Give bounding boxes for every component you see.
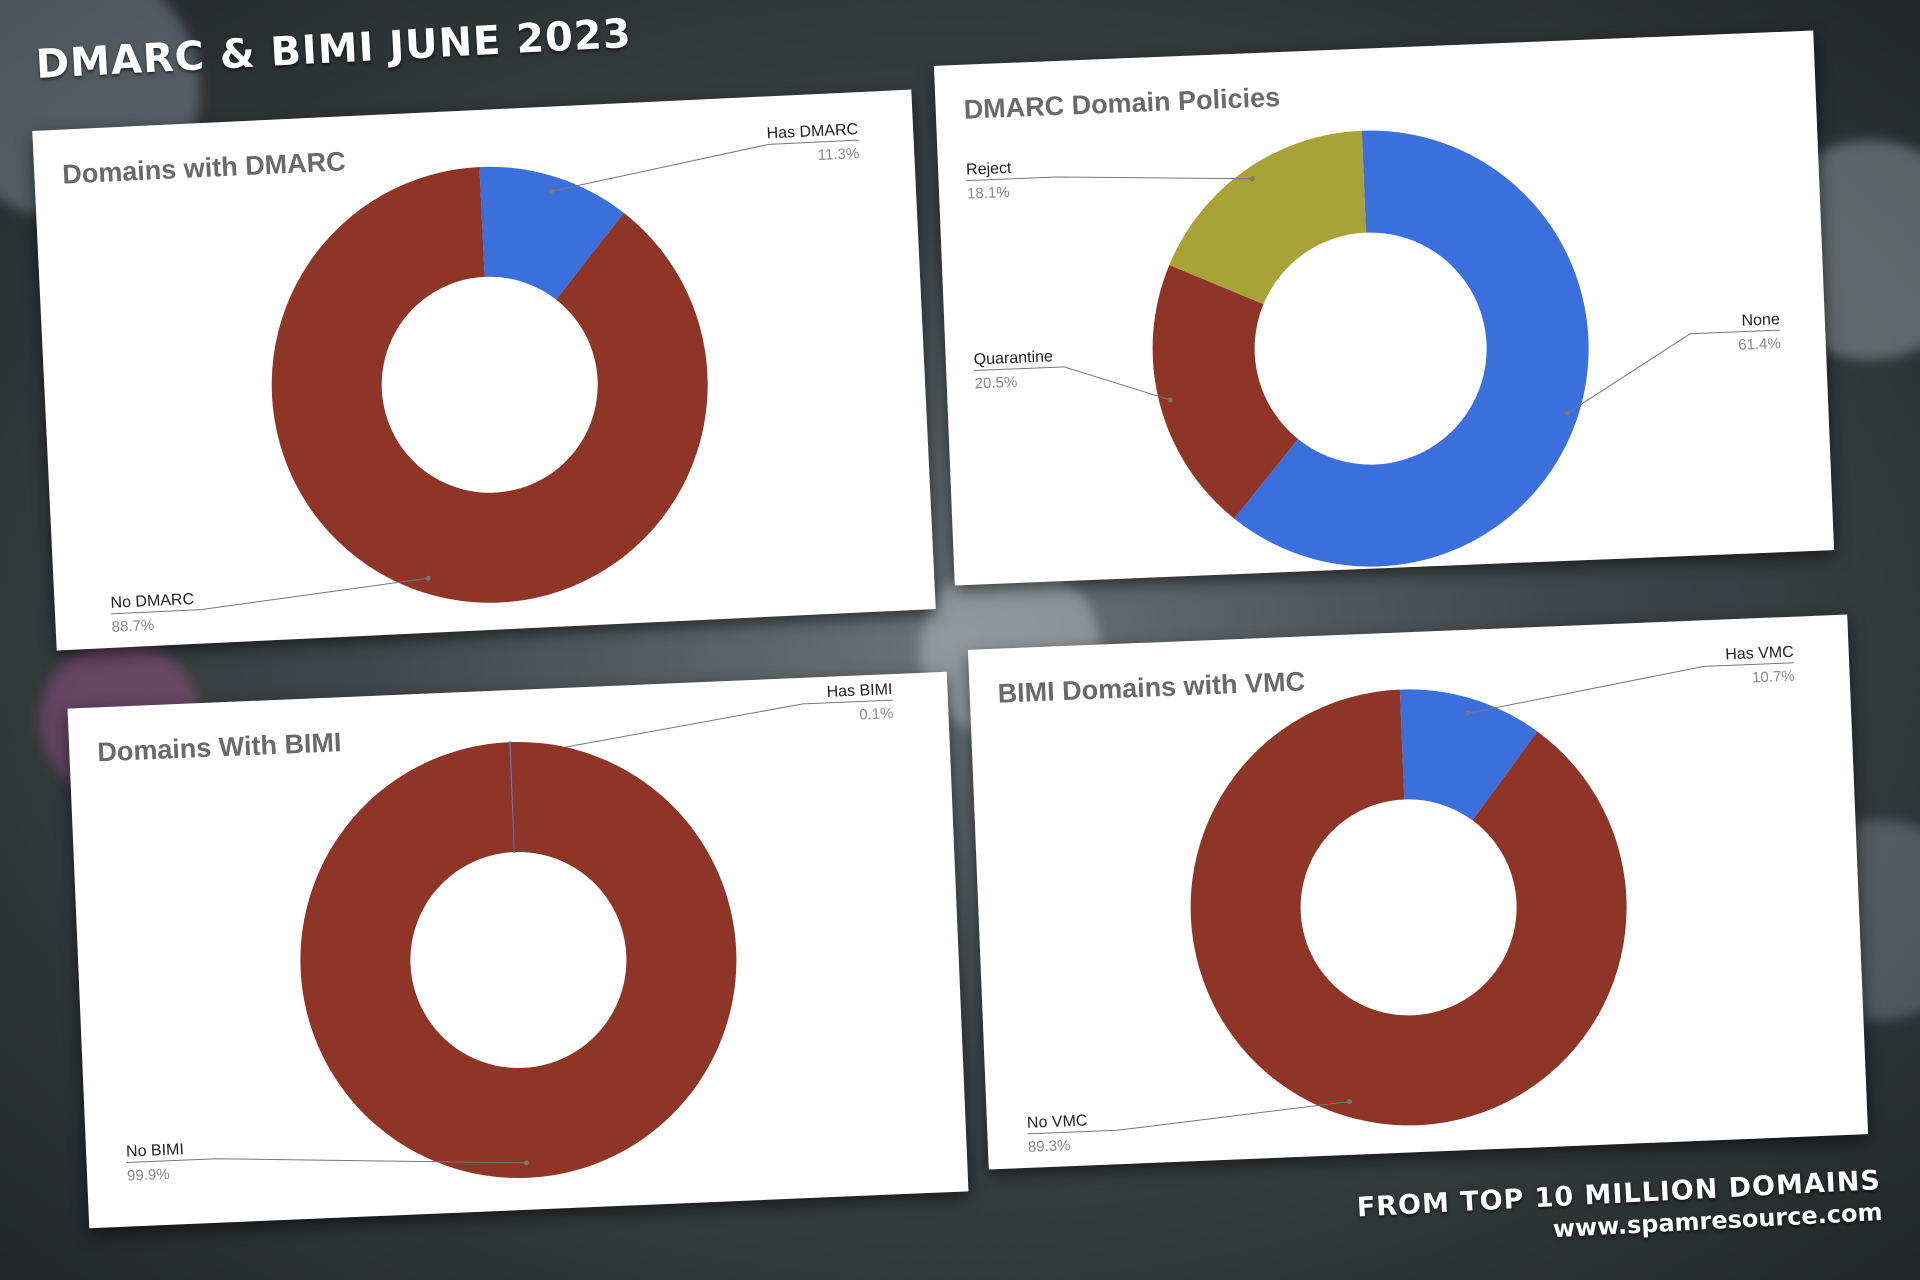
leader-dot-no-vmc (1346, 1099, 1352, 1105)
slice-has-vmc (1399, 689, 1538, 821)
leader-line-quarantine (974, 366, 1171, 401)
donut-chart-dmarc: Has DMARC 11.3% No DMARC 88.7% (110, 121, 859, 636)
slice-label-reject: Reject (966, 160, 1013, 179)
slice-percent-quarantine: 20.5% (974, 374, 1017, 393)
slice-percent-has-dmarc: 11.3% (817, 145, 859, 164)
leader-line-no-vmc (1027, 1101, 1350, 1135)
slice-no-vmc (1190, 689, 1627, 1126)
leader-line-none (1566, 329, 1781, 414)
slice-reject (1169, 130, 1366, 305)
leader-line-has-bimi (510, 699, 893, 758)
chart-card-vmc: BIMI Domains with VMC Has VMC 10.7% No VMC… (967, 614, 1869, 1170)
slice-label-has-bimi: Has BIMI (826, 681, 892, 701)
leader-dot-no-bimi (523, 1160, 529, 1166)
slice-label-no-dmarc: No DMARC (110, 591, 194, 612)
slice-percent-none: 61.4% (1738, 335, 1781, 354)
leader-dot-none (1564, 410, 1570, 416)
slice-label-no-bimi: No BIMI (126, 1141, 184, 1160)
donut-chart-policies: None 61.4% Quarantine 20.5% Reject 18.1% (966, 130, 1781, 567)
slice-label-has-vmc: Has VMC (1725, 644, 1794, 664)
slice-percent-has-vmc: 10.7% (1752, 668, 1795, 687)
donut-chart-bimi: Has BIMI 0.1% No BIMI 99.9% (126, 681, 894, 1185)
slice-label-none: None (1741, 311, 1780, 330)
leader-dot-no-dmarc (425, 575, 431, 581)
footer: FROM TOP 10 MILLION DOMAINS www.spamreso… (1357, 1165, 1884, 1253)
slice-percent-no-vmc: 89.3% (1028, 1137, 1071, 1156)
leader-line-has-vmc (1467, 662, 1795, 714)
slice-percent-no-bimi: 99.9% (127, 1166, 170, 1185)
leader-line-has-dmarc (551, 139, 859, 192)
slice-none (1234, 130, 1589, 567)
slice-no-dmarc (271, 166, 708, 603)
leader-dot-has-dmarc (548, 188, 554, 194)
slice-percent-no-dmarc: 88.7% (111, 617, 154, 636)
slice-percent-reject: 18.1% (967, 184, 1010, 203)
slice-label-quarantine: Quarantine (973, 348, 1053, 368)
leader-line-no-dmarc (111, 577, 429, 615)
chart-card-bimi: Domains With BIMI Has BIMI 0.1% No BIMI 99.… (67, 671, 969, 1229)
leader-dot-quarantine (1167, 397, 1173, 403)
slice-percent-has-bimi: 0.1% (859, 705, 894, 723)
leader-dot-reject (1249, 176, 1255, 182)
slice-label-has-dmarc: Has DMARC (766, 121, 858, 142)
leader-line-no-bimi (126, 1158, 527, 1164)
chart-card-policies: DMARC Domain Policies None 61.4% Quarantin… (933, 30, 1835, 586)
donut-chart-vmc: Has VMC 10.7% No VMC 89.3% (1027, 644, 1795, 1156)
leader-dot-has-vmc (1465, 710, 1471, 716)
slice-has-dmarc (479, 166, 624, 300)
slice-no-bimi (300, 742, 737, 1178)
leader-line-reject (966, 176, 1253, 182)
chart-card-dmarc: Domains with DMARC Has DMARC 11.3% No DMAR… (32, 89, 936, 651)
slice-quarantine (1152, 265, 1299, 519)
slice-label-no-vmc: No VMC (1027, 1112, 1088, 1131)
